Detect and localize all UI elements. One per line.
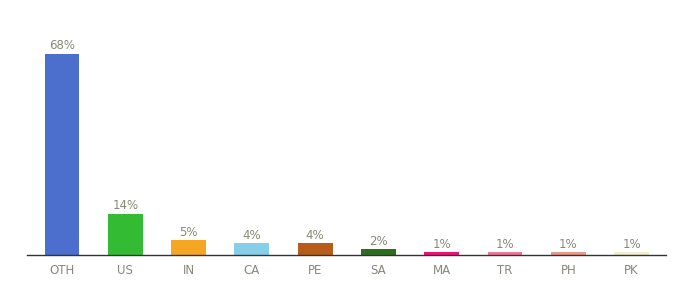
Text: 2%: 2% [369,235,388,248]
Bar [488,252,522,255]
Bar [235,243,269,255]
Text: 5%: 5% [180,226,198,239]
Bar [614,252,649,255]
Text: 1%: 1% [432,238,451,250]
Text: 1%: 1% [622,238,641,250]
Text: 14%: 14% [112,199,138,212]
Bar [424,252,459,255]
Bar [45,54,80,255]
Text: 4%: 4% [306,229,324,242]
Text: 68%: 68% [49,39,75,52]
Bar [108,214,143,255]
Bar [551,252,585,255]
Text: 1%: 1% [559,238,577,250]
Bar [171,240,206,255]
Text: 1%: 1% [496,238,514,250]
Bar [361,249,396,255]
Bar [298,243,333,255]
Text: 4%: 4% [243,229,261,242]
